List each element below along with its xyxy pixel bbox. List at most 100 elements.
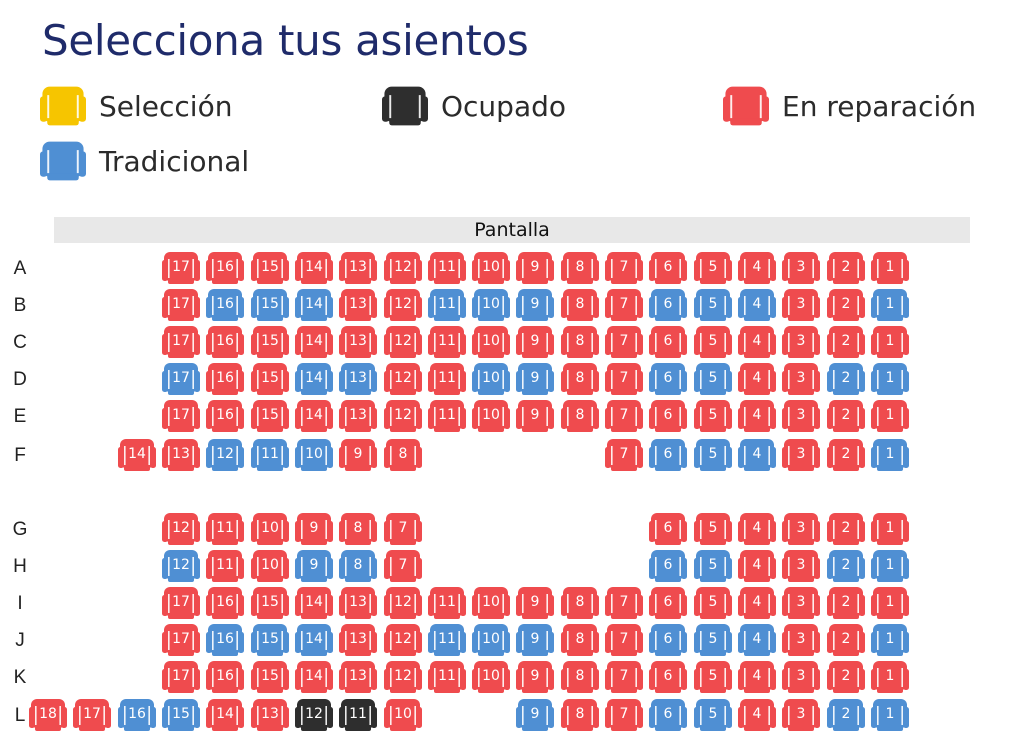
seat-l14[interactable]: 14 — [206, 699, 244, 731]
seat-l5[interactable]: 5 — [694, 699, 732, 731]
seat-a7[interactable]: 7 — [605, 252, 643, 284]
seat-f6[interactable]: 6 — [649, 439, 687, 471]
seat-j1[interactable]: 1 — [871, 624, 909, 656]
seat-b13[interactable]: 13 — [339, 289, 377, 321]
seat-i17[interactable]: 17 — [162, 587, 200, 619]
seat-h4[interactable]: 4 — [738, 550, 776, 582]
seat-a15[interactable]: 15 — [251, 252, 289, 284]
seat-c16[interactable]: 16 — [206, 326, 244, 358]
seat-e15[interactable]: 15 — [251, 400, 289, 432]
seat-j15[interactable]: 15 — [251, 624, 289, 656]
seat-c7[interactable]: 7 — [605, 326, 643, 358]
seat-b9[interactable]: 9 — [516, 289, 554, 321]
seat-i16[interactable]: 16 — [206, 587, 244, 619]
seat-c12[interactable]: 12 — [384, 326, 422, 358]
seat-e7[interactable]: 7 — [605, 400, 643, 432]
seat-j13[interactable]: 13 — [339, 624, 377, 656]
seat-l2[interactable]: 2 — [827, 699, 865, 731]
seat-i13[interactable]: 13 — [339, 587, 377, 619]
seat-c5[interactable]: 5 — [694, 326, 732, 358]
seat-k2[interactable]: 2 — [827, 661, 865, 693]
seat-a9[interactable]: 9 — [516, 252, 554, 284]
seat-k14[interactable]: 14 — [295, 661, 333, 693]
seat-j7[interactable]: 7 — [605, 624, 643, 656]
seat-b8[interactable]: 8 — [561, 289, 599, 321]
seat-a16[interactable]: 16 — [206, 252, 244, 284]
seat-b14[interactable]: 14 — [295, 289, 333, 321]
seat-k15[interactable]: 15 — [251, 661, 289, 693]
seat-g5[interactable]: 5 — [694, 513, 732, 545]
seat-e1[interactable]: 1 — [871, 400, 909, 432]
seat-d10[interactable]: 10 — [472, 363, 510, 395]
seat-b10[interactable]: 10 — [472, 289, 510, 321]
seat-c4[interactable]: 4 — [738, 326, 776, 358]
seat-a3[interactable]: 3 — [782, 252, 820, 284]
seat-l17[interactable]: 17 — [73, 699, 111, 731]
seat-k5[interactable]: 5 — [694, 661, 732, 693]
seat-k3[interactable]: 3 — [782, 661, 820, 693]
seat-a11[interactable]: 11 — [428, 252, 466, 284]
seat-j5[interactable]: 5 — [694, 624, 732, 656]
seat-c13[interactable]: 13 — [339, 326, 377, 358]
seat-k10[interactable]: 10 — [472, 661, 510, 693]
seat-d4[interactable]: 4 — [738, 363, 776, 395]
seat-e10[interactable]: 10 — [472, 400, 510, 432]
seat-g4[interactable]: 4 — [738, 513, 776, 545]
seat-e4[interactable]: 4 — [738, 400, 776, 432]
seat-f5[interactable]: 5 — [694, 439, 732, 471]
seat-c10[interactable]: 10 — [472, 326, 510, 358]
seat-k11[interactable]: 11 — [428, 661, 466, 693]
seat-d9[interactable]: 9 — [516, 363, 554, 395]
seat-f14[interactable]: 14 — [118, 439, 156, 471]
seat-b5[interactable]: 5 — [694, 289, 732, 321]
seat-c9[interactable]: 9 — [516, 326, 554, 358]
seat-c3[interactable]: 3 — [782, 326, 820, 358]
seat-a4[interactable]: 4 — [738, 252, 776, 284]
seat-i8[interactable]: 8 — [561, 587, 599, 619]
seat-l1[interactable]: 1 — [871, 699, 909, 731]
seat-i5[interactable]: 5 — [694, 587, 732, 619]
seat-k6[interactable]: 6 — [649, 661, 687, 693]
seat-e8[interactable]: 8 — [561, 400, 599, 432]
seat-l11[interactable]: 11 — [339, 699, 377, 731]
seat-i11[interactable]: 11 — [428, 587, 466, 619]
seat-e14[interactable]: 14 — [295, 400, 333, 432]
seat-c14[interactable]: 14 — [295, 326, 333, 358]
seat-l12[interactable]: 12 — [295, 699, 333, 731]
seat-l13[interactable]: 13 — [251, 699, 289, 731]
seat-d14[interactable]: 14 — [295, 363, 333, 395]
seat-a12[interactable]: 12 — [384, 252, 422, 284]
seat-c8[interactable]: 8 — [561, 326, 599, 358]
seat-b11[interactable]: 11 — [428, 289, 466, 321]
seat-g3[interactable]: 3 — [782, 513, 820, 545]
seat-i7[interactable]: 7 — [605, 587, 643, 619]
seat-e9[interactable]: 9 — [516, 400, 554, 432]
seat-f4[interactable]: 4 — [738, 439, 776, 471]
seat-a14[interactable]: 14 — [295, 252, 333, 284]
seat-h3[interactable]: 3 — [782, 550, 820, 582]
seat-e5[interactable]: 5 — [694, 400, 732, 432]
seat-g6[interactable]: 6 — [649, 513, 687, 545]
seat-f10[interactable]: 10 — [295, 439, 333, 471]
seat-d15[interactable]: 15 — [251, 363, 289, 395]
seat-f1[interactable]: 1 — [871, 439, 909, 471]
seat-a5[interactable]: 5 — [694, 252, 732, 284]
seat-i10[interactable]: 10 — [472, 587, 510, 619]
seat-h2[interactable]: 2 — [827, 550, 865, 582]
seat-j9[interactable]: 9 — [516, 624, 554, 656]
seat-f11[interactable]: 11 — [251, 439, 289, 471]
seat-g7[interactable]: 7 — [384, 513, 422, 545]
seat-l6[interactable]: 6 — [649, 699, 687, 731]
seat-k7[interactable]: 7 — [605, 661, 643, 693]
seat-j2[interactable]: 2 — [827, 624, 865, 656]
seat-d17[interactable]: 17 — [162, 363, 200, 395]
seat-k1[interactable]: 1 — [871, 661, 909, 693]
seat-j12[interactable]: 12 — [384, 624, 422, 656]
seat-d13[interactable]: 13 — [339, 363, 377, 395]
seat-b15[interactable]: 15 — [251, 289, 289, 321]
seat-e17[interactable]: 17 — [162, 400, 200, 432]
seat-b7[interactable]: 7 — [605, 289, 643, 321]
seat-c1[interactable]: 1 — [871, 326, 909, 358]
seat-b3[interactable]: 3 — [782, 289, 820, 321]
seat-b17[interactable]: 17 — [162, 289, 200, 321]
